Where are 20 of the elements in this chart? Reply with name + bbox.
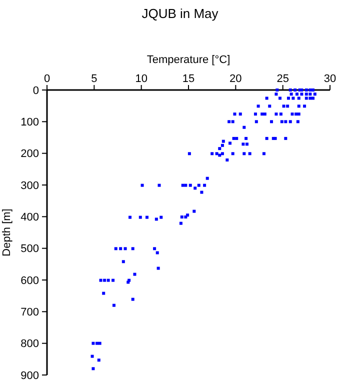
y-tick-label: 900: [20, 370, 39, 382]
y-tick-label: 600: [20, 274, 39, 287]
y-tick-label: 700: [20, 306, 39, 319]
y-tick-label: 500: [20, 243, 39, 256]
y-tick-label: 100: [20, 116, 39, 129]
x-tick-label: 10: [135, 73, 148, 85]
y-tick-label: 800: [20, 338, 39, 350]
y-tick-label: 200: [20, 148, 39, 160]
y-tick-label: 300: [20, 180, 39, 192]
x-tick-label: 0: [44, 73, 50, 85]
y-tick-label: 400: [20, 212, 39, 224]
y-tick-label: 0: [32, 84, 39, 97]
chart-title: JQUB in May: [142, 6, 219, 21]
x-tick-label: 30: [324, 73, 336, 85]
x-tick-label: 20: [230, 73, 242, 85]
x-tick-label: 5: [91, 73, 98, 85]
x-tick-label: 25: [276, 73, 289, 85]
y-axis-title: Depth [m]: [1, 208, 13, 256]
x-tick-label: 15: [182, 73, 195, 85]
x-axis-title: Temperature [°C]: [146, 54, 230, 66]
